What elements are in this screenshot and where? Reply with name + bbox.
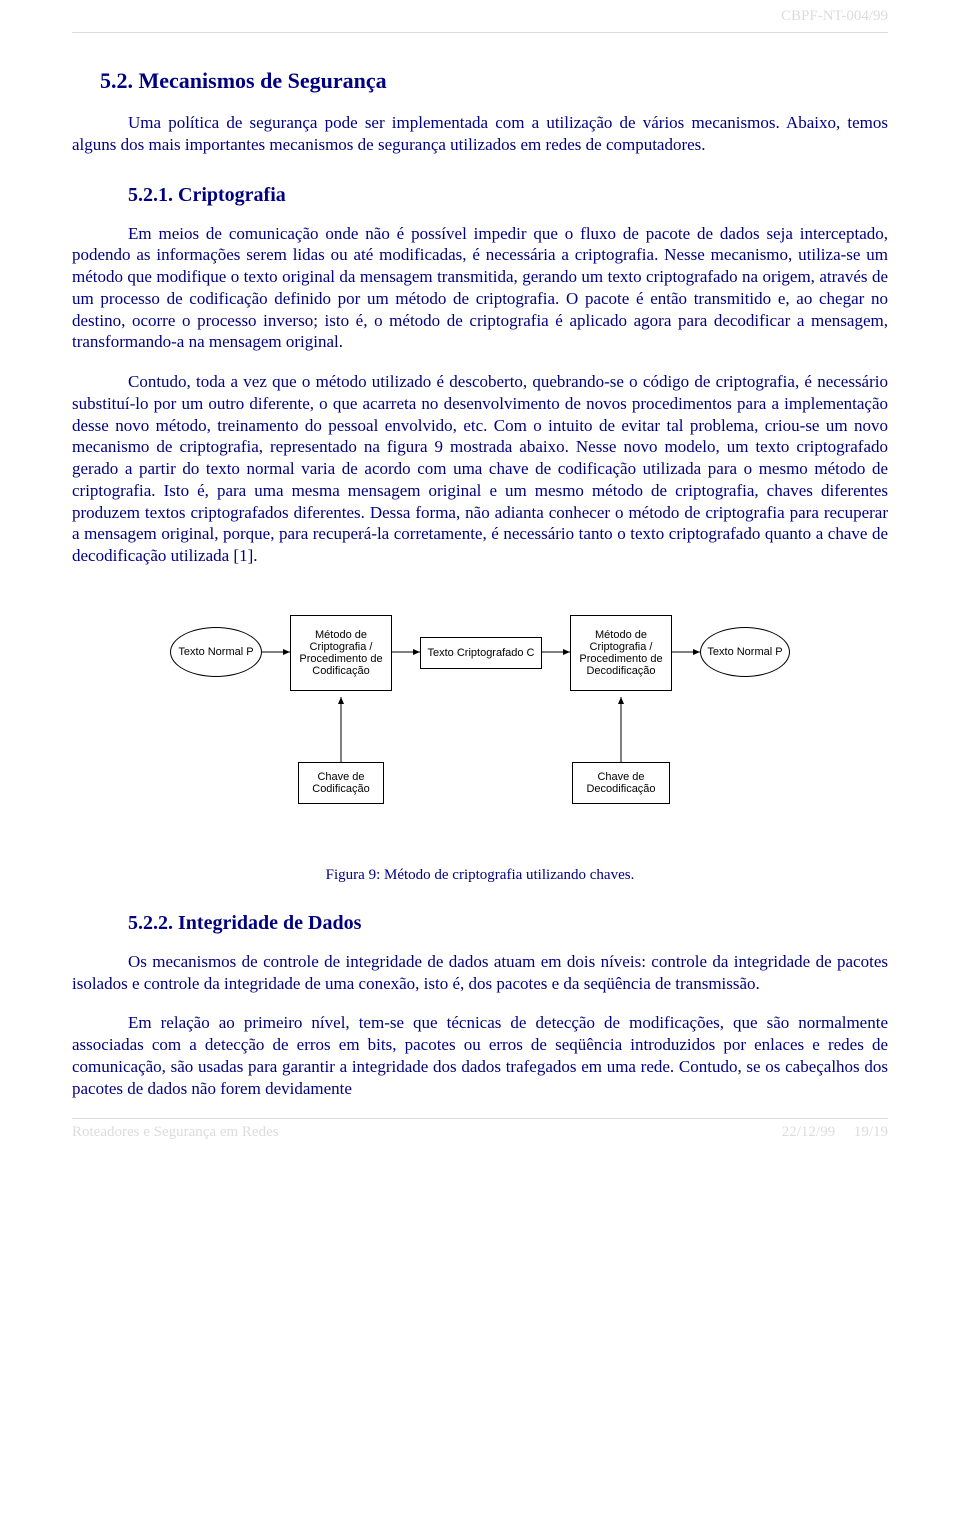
figure-9-node-key-encode: Chave de Codificação xyxy=(298,762,384,804)
page-footer: Roteadores e Segurança em Redes 22/12/99… xyxy=(72,1124,888,1141)
section-5-2-heading: 5.2. Mecanismos de Segurança xyxy=(100,68,888,94)
footer-page: 19/19 xyxy=(854,1124,888,1140)
section-5-2-1-para-2: Contudo, toda a vez que o método utiliza… xyxy=(72,371,888,567)
figure-9-node-dest-label: Texto Normal P xyxy=(707,646,782,658)
header-rule xyxy=(72,32,888,33)
section-5-2-num: 5.2. xyxy=(100,68,133,93)
section-5-2-1-title: Criptografia xyxy=(178,184,286,206)
figure-9-node-source: Texto Normal P xyxy=(170,627,262,677)
figure-9-node-dest: Texto Normal P xyxy=(700,627,790,677)
section-5-2-1-num: 5.2.1. xyxy=(128,184,173,206)
page: CBPF-NT-004/99 5.2. Mecanismos de Segura… xyxy=(0,0,960,1147)
section-5-2-2-para-1: Os mecanismos de controle de integridade… xyxy=(72,951,888,995)
section-5-2-1-para-1: Em meios de comunicação onde não é possí… xyxy=(72,223,888,354)
figure-9-diagram: Texto Normal P Método de Criptografia / … xyxy=(170,597,790,837)
figure-9-arrows xyxy=(170,597,790,837)
section-5-2-2-num: 5.2.2. xyxy=(128,912,173,934)
footer-rule xyxy=(72,1118,888,1119)
section-5-2-2-para-2: Em relação ao primeiro nível, tem-se que… xyxy=(72,1012,888,1099)
figure-9-node-encoder-label: Método de Criptografia / Procedimento de… xyxy=(295,629,387,677)
figure-9-node-key-decode-label: Chave de Decodificação xyxy=(577,771,665,795)
footer-left: Roteadores e Segurança em Redes xyxy=(72,1124,279,1141)
figure-9-node-encoder: Método de Criptografia / Procedimento de… xyxy=(290,615,392,691)
section-5-2-1-heading: 5.2.1. Criptografia xyxy=(128,184,888,207)
figure-9-node-key-encode-label: Chave de Codificação xyxy=(303,771,379,795)
figure-9-node-ciphertext-label: Texto Criptografado C xyxy=(428,647,535,659)
footer-right: 22/12/99 19/19 xyxy=(782,1124,888,1141)
section-5-2-para-1: Uma política de segurança pode ser imple… xyxy=(72,112,888,156)
section-5-2-2-title: Integridade de Dados xyxy=(178,912,361,934)
section-5-2-2-heading: 5.2.2. Integridade de Dados xyxy=(128,912,888,935)
section-5-2-title: Mecanismos de Segurança xyxy=(139,68,387,93)
figure-9-node-source-label: Texto Normal P xyxy=(178,646,253,658)
footer-date: 22/12/99 xyxy=(782,1124,835,1140)
figure-9-caption: Figura 9: Método de criptografia utiliza… xyxy=(72,867,888,884)
header-doc-id: CBPF-NT-004/99 xyxy=(781,8,888,25)
figure-9-node-decoder-label: Método de Criptografia / Procedimento de… xyxy=(575,629,667,677)
figure-9-node-ciphertext: Texto Criptografado C xyxy=(420,637,542,669)
figure-9-node-key-decode: Chave de Decodificação xyxy=(572,762,670,804)
figure-9-node-decoder: Método de Criptografia / Procedimento de… xyxy=(570,615,672,691)
